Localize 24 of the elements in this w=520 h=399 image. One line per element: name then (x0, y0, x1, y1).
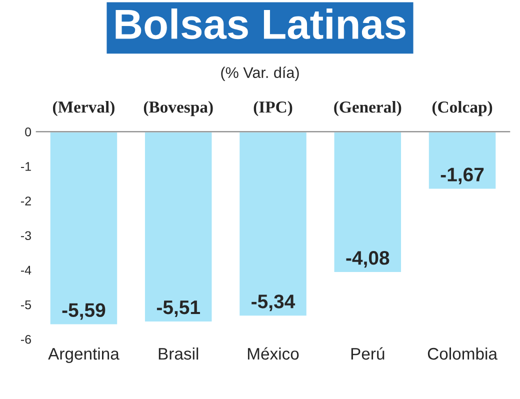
data-label: -5,51 (156, 300, 200, 318)
data-label: -5,59 (62, 303, 106, 320)
y-tick-label: -1 (20, 162, 31, 171)
x-tick-label: Colombia (428, 347, 498, 360)
text: (Colcap) (432, 100, 492, 116)
text: (General) (334, 100, 402, 116)
x-tick-label: México (248, 347, 299, 360)
x-tick-label: Perú (351, 347, 384, 360)
y-tick-label: -6 (20, 334, 31, 344)
text: (Merval) (52, 100, 114, 116)
x-tick-label: Argentina (48, 347, 120, 364)
x-tick-label: Brasil (158, 347, 198, 360)
y-tick-label: -2 (20, 196, 31, 206)
text: (Bovespa) (144, 100, 213, 116)
data-label: -1,67 (440, 168, 484, 184)
y-tick-label: -5 (20, 300, 32, 310)
y-tick-label: -3 (20, 231, 31, 240)
chart-subtitle: (% Var. día) (221, 66, 299, 82)
data-label: -4,08 (346, 250, 390, 268)
text: (IPC) (254, 100, 292, 116)
data-label: -5,34 (252, 294, 296, 312)
y-tick-label: -4 (20, 266, 32, 275)
y-tick-label: 0 (25, 127, 32, 136)
chart-title: Bolsas Latinas (116, 8, 406, 40)
